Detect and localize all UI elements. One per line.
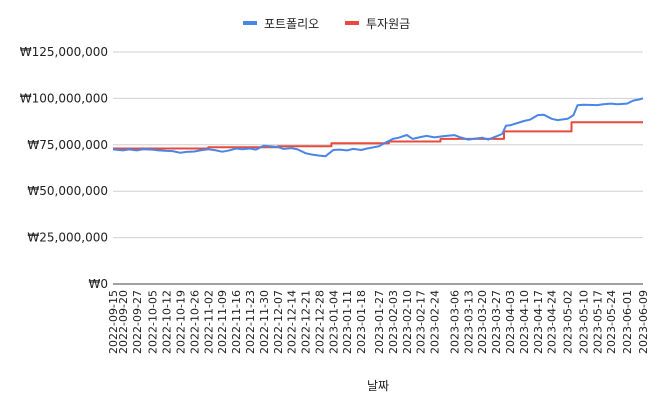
series-line-0 bbox=[112, 97, 644, 158]
x-tick-label: 2023-04-10 bbox=[518, 290, 531, 354]
x-tick-label: 2022-12-28 bbox=[313, 290, 326, 354]
x-axis-title: 날짜 bbox=[367, 379, 389, 393]
x-tick-label: 2023-03-06 bbox=[448, 290, 461, 354]
y-tick-label: ₩75,000,000 bbox=[27, 138, 108, 152]
x-tick-label: 2022-10-19 bbox=[174, 290, 187, 354]
x-tick-label: 2022-10-12 bbox=[161, 290, 174, 354]
x-tick-label: 2023-01-27 bbox=[373, 290, 386, 354]
x-tick-label: 2023-03-20 bbox=[476, 290, 489, 354]
series-lines bbox=[112, 97, 644, 158]
x-tick-label: 2022-11-23 bbox=[244, 290, 257, 354]
x-tick-label: 2022-12-14 bbox=[286, 290, 299, 354]
x-tick-label: 2022-10-26 bbox=[188, 290, 201, 354]
x-tick-label: 2023-02-03 bbox=[387, 290, 400, 354]
grid-lines bbox=[113, 51, 643, 285]
x-tick-label: 2023-01-11 bbox=[341, 290, 354, 354]
x-tick-label: 2023-05-10 bbox=[577, 290, 590, 354]
x-tick-label: 2023-02-17 bbox=[415, 290, 428, 354]
x-tick-label: 2022-09-27 bbox=[131, 290, 144, 354]
y-tick-label: ₩0 bbox=[89, 277, 109, 291]
series-line-1 bbox=[113, 121, 643, 150]
legend-label: 투자원금 bbox=[366, 17, 410, 31]
x-tick-label: 2023-04-17 bbox=[532, 290, 545, 354]
x-tick-label: 2023-06-01 bbox=[621, 290, 634, 354]
x-tick-label: 2023-04-24 bbox=[546, 290, 559, 354]
y-tick-label: ₩125,000,000 bbox=[20, 45, 108, 59]
x-tick-label: 2022-09-20 bbox=[117, 290, 130, 354]
x-tick-label: 2023-01-18 bbox=[355, 290, 368, 354]
x-tick-label: 2022-11-16 bbox=[230, 290, 243, 354]
x-tick-label: 2022-11-30 bbox=[258, 290, 271, 354]
x-tick-label: 2023-06-09 bbox=[637, 290, 650, 354]
x-tick-label: 2022-11-09 bbox=[216, 290, 229, 354]
x-tick-label: 2023-05-02 bbox=[562, 290, 575, 354]
x-tick-label: 2023-03-27 bbox=[490, 290, 503, 354]
x-tick-label: 2022-12-21 bbox=[300, 290, 313, 354]
y-tick-label: ₩25,000,000 bbox=[27, 231, 108, 245]
legend-swatch bbox=[243, 21, 257, 25]
x-tick-label: 2023-05-17 bbox=[591, 290, 604, 354]
y-axis-ticks: ₩0 ₩25,000,000 ₩50,000,000 ₩75,000,000 ₩100,… bbox=[20, 45, 108, 291]
x-tick-label: 2023-04-03 bbox=[504, 290, 517, 354]
y-tick-label: ₩50,000,000 bbox=[27, 184, 108, 198]
x-tick-label: 2023-02-10 bbox=[401, 290, 414, 354]
legend-swatch bbox=[345, 21, 359, 25]
x-tick-label: 2023-01-04 bbox=[327, 290, 340, 354]
x-tick-label: 2022-11-02 bbox=[202, 290, 215, 354]
legend-label: 포트폴리오 bbox=[264, 17, 319, 31]
x-tick-label: 2022-09-15 bbox=[107, 290, 120, 354]
x-tick-label: 2022-10-05 bbox=[147, 290, 160, 354]
y-tick-label: ₩100,000,000 bbox=[20, 91, 108, 105]
x-tick-label: 2023-05-24 bbox=[605, 290, 618, 354]
legend: 포트폴리오 투자원금 bbox=[243, 17, 410, 31]
x-tick-label: 2022-12-07 bbox=[272, 290, 285, 354]
x-tick-label: 2023-03-13 bbox=[462, 290, 475, 354]
x-tick-label: 2023-02-24 bbox=[429, 290, 442, 354]
